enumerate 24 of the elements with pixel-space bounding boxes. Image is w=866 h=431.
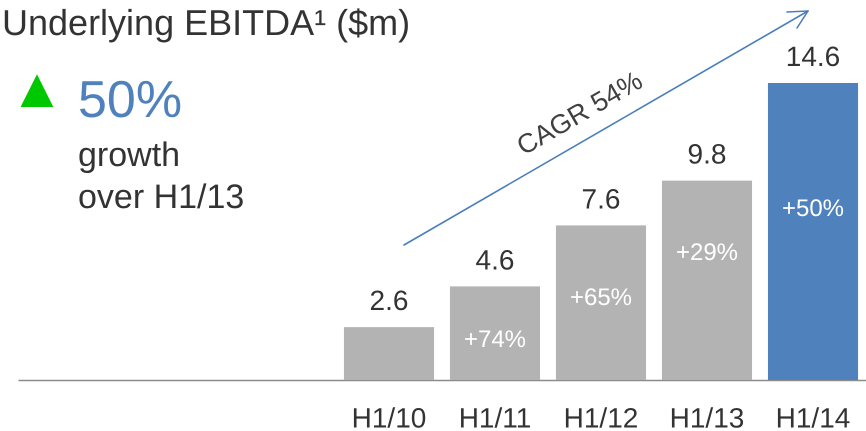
bar: [450, 286, 540, 380]
text: 50%: [78, 71, 182, 129]
x-tick-label: H1/14: [776, 402, 850, 431]
data-label: 7.6: [582, 183, 620, 214]
bar: [662, 180, 752, 380]
data-label: 4.6: [476, 244, 514, 276]
annotation: +50%: [782, 195, 844, 222]
text: ▲: [9, 56, 65, 119]
data-label: 9.8: [688, 138, 726, 170]
annotation: +29%: [676, 239, 738, 266]
x-tick-label: H1/12: [564, 402, 638, 431]
bar: [344, 327, 434, 380]
x-tick-label: H1/13: [670, 402, 744, 431]
bar: [556, 225, 646, 380]
chart-title: Underlying EBITDA¹ ($m): [2, 2, 410, 43]
annotation: +65%: [570, 284, 632, 311]
bar: [768, 83, 858, 380]
text: growth: [78, 136, 180, 174]
data-label: 14.6: [786, 41, 840, 72]
x-tick-label: H1/10: [352, 402, 426, 431]
text: over H1/13: [78, 178, 244, 216]
annotation: +74%: [464, 326, 526, 353]
data-label: 2.6: [370, 285, 408, 316]
x-tick-label: H1/11: [458, 402, 532, 431]
